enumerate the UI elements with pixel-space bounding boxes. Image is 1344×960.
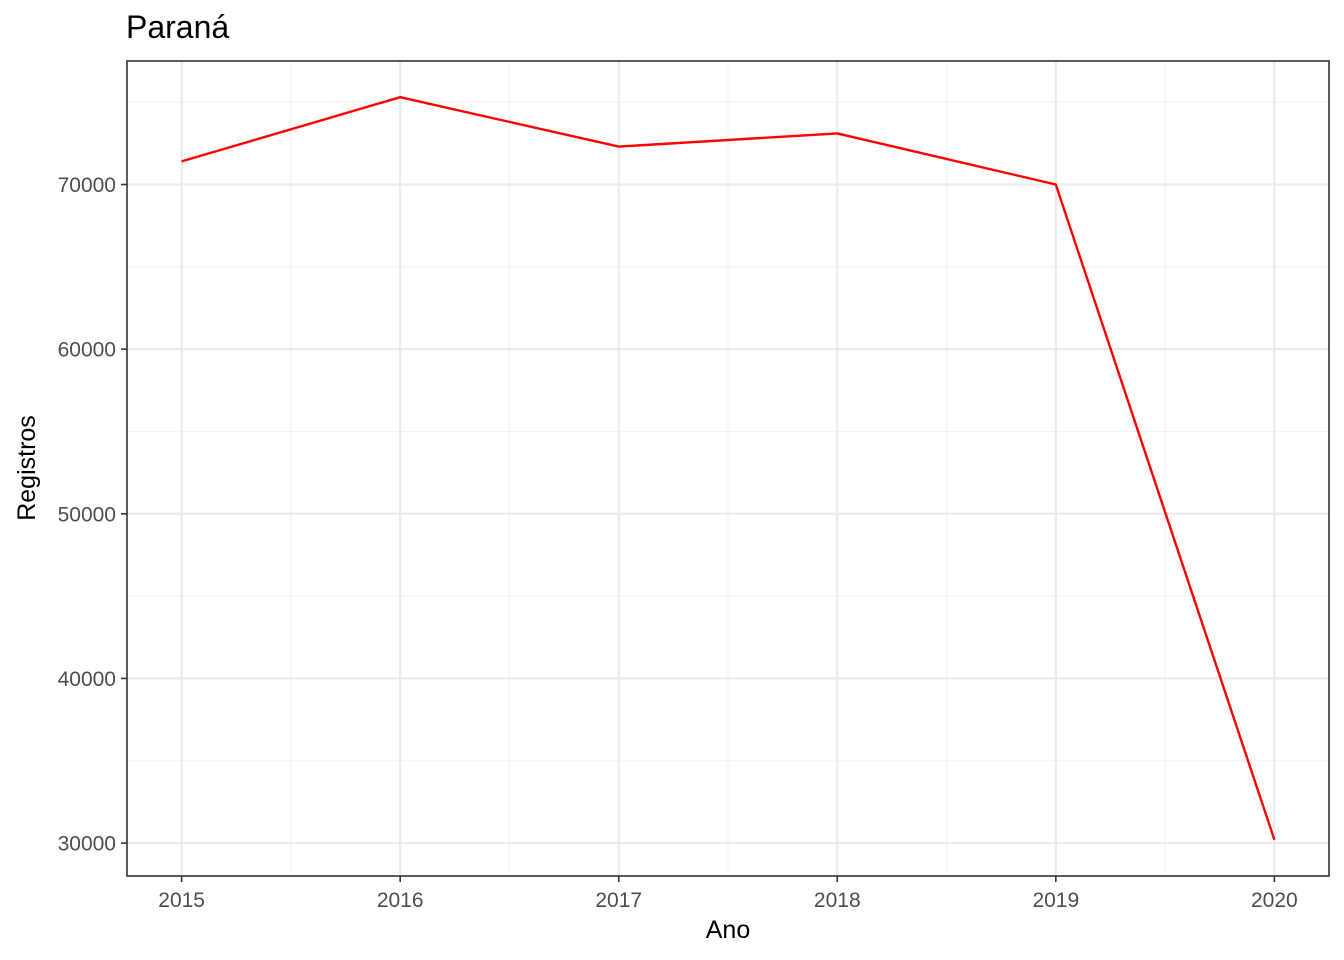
x-tick-label: 2019 (1032, 889, 1079, 912)
x-tick-label: 2017 (595, 889, 642, 912)
plot-panel-border (126, 60, 1330, 877)
y-axis-title: Registros (13, 415, 41, 521)
minor-gridlines (127, 61, 1329, 876)
x-tick-label: 2015 (158, 889, 205, 912)
y-tick-label: 40000 (58, 668, 116, 691)
y-tick-label: 50000 (58, 503, 116, 526)
x-tick-label: 2018 (814, 889, 861, 912)
x-axis-title: Ano (706, 916, 750, 944)
x-axis: 2015 2016 2017 2018 2019 2020 (158, 876, 1298, 912)
y-axis: 30000 40000 50000 60000 70000 (58, 174, 127, 856)
series-line (181, 95, 1276, 841)
y-tick-label: 60000 (58, 339, 116, 362)
x-tick-label: 2020 (1251, 889, 1298, 912)
x-tick-label: 2016 (377, 889, 424, 912)
major-gridlines (127, 61, 1329, 876)
chart-title: Paraná (126, 9, 229, 45)
y-tick-label: 30000 (58, 833, 116, 856)
y-tick-label: 70000 (58, 174, 116, 197)
series-layer (181, 95, 1276, 841)
